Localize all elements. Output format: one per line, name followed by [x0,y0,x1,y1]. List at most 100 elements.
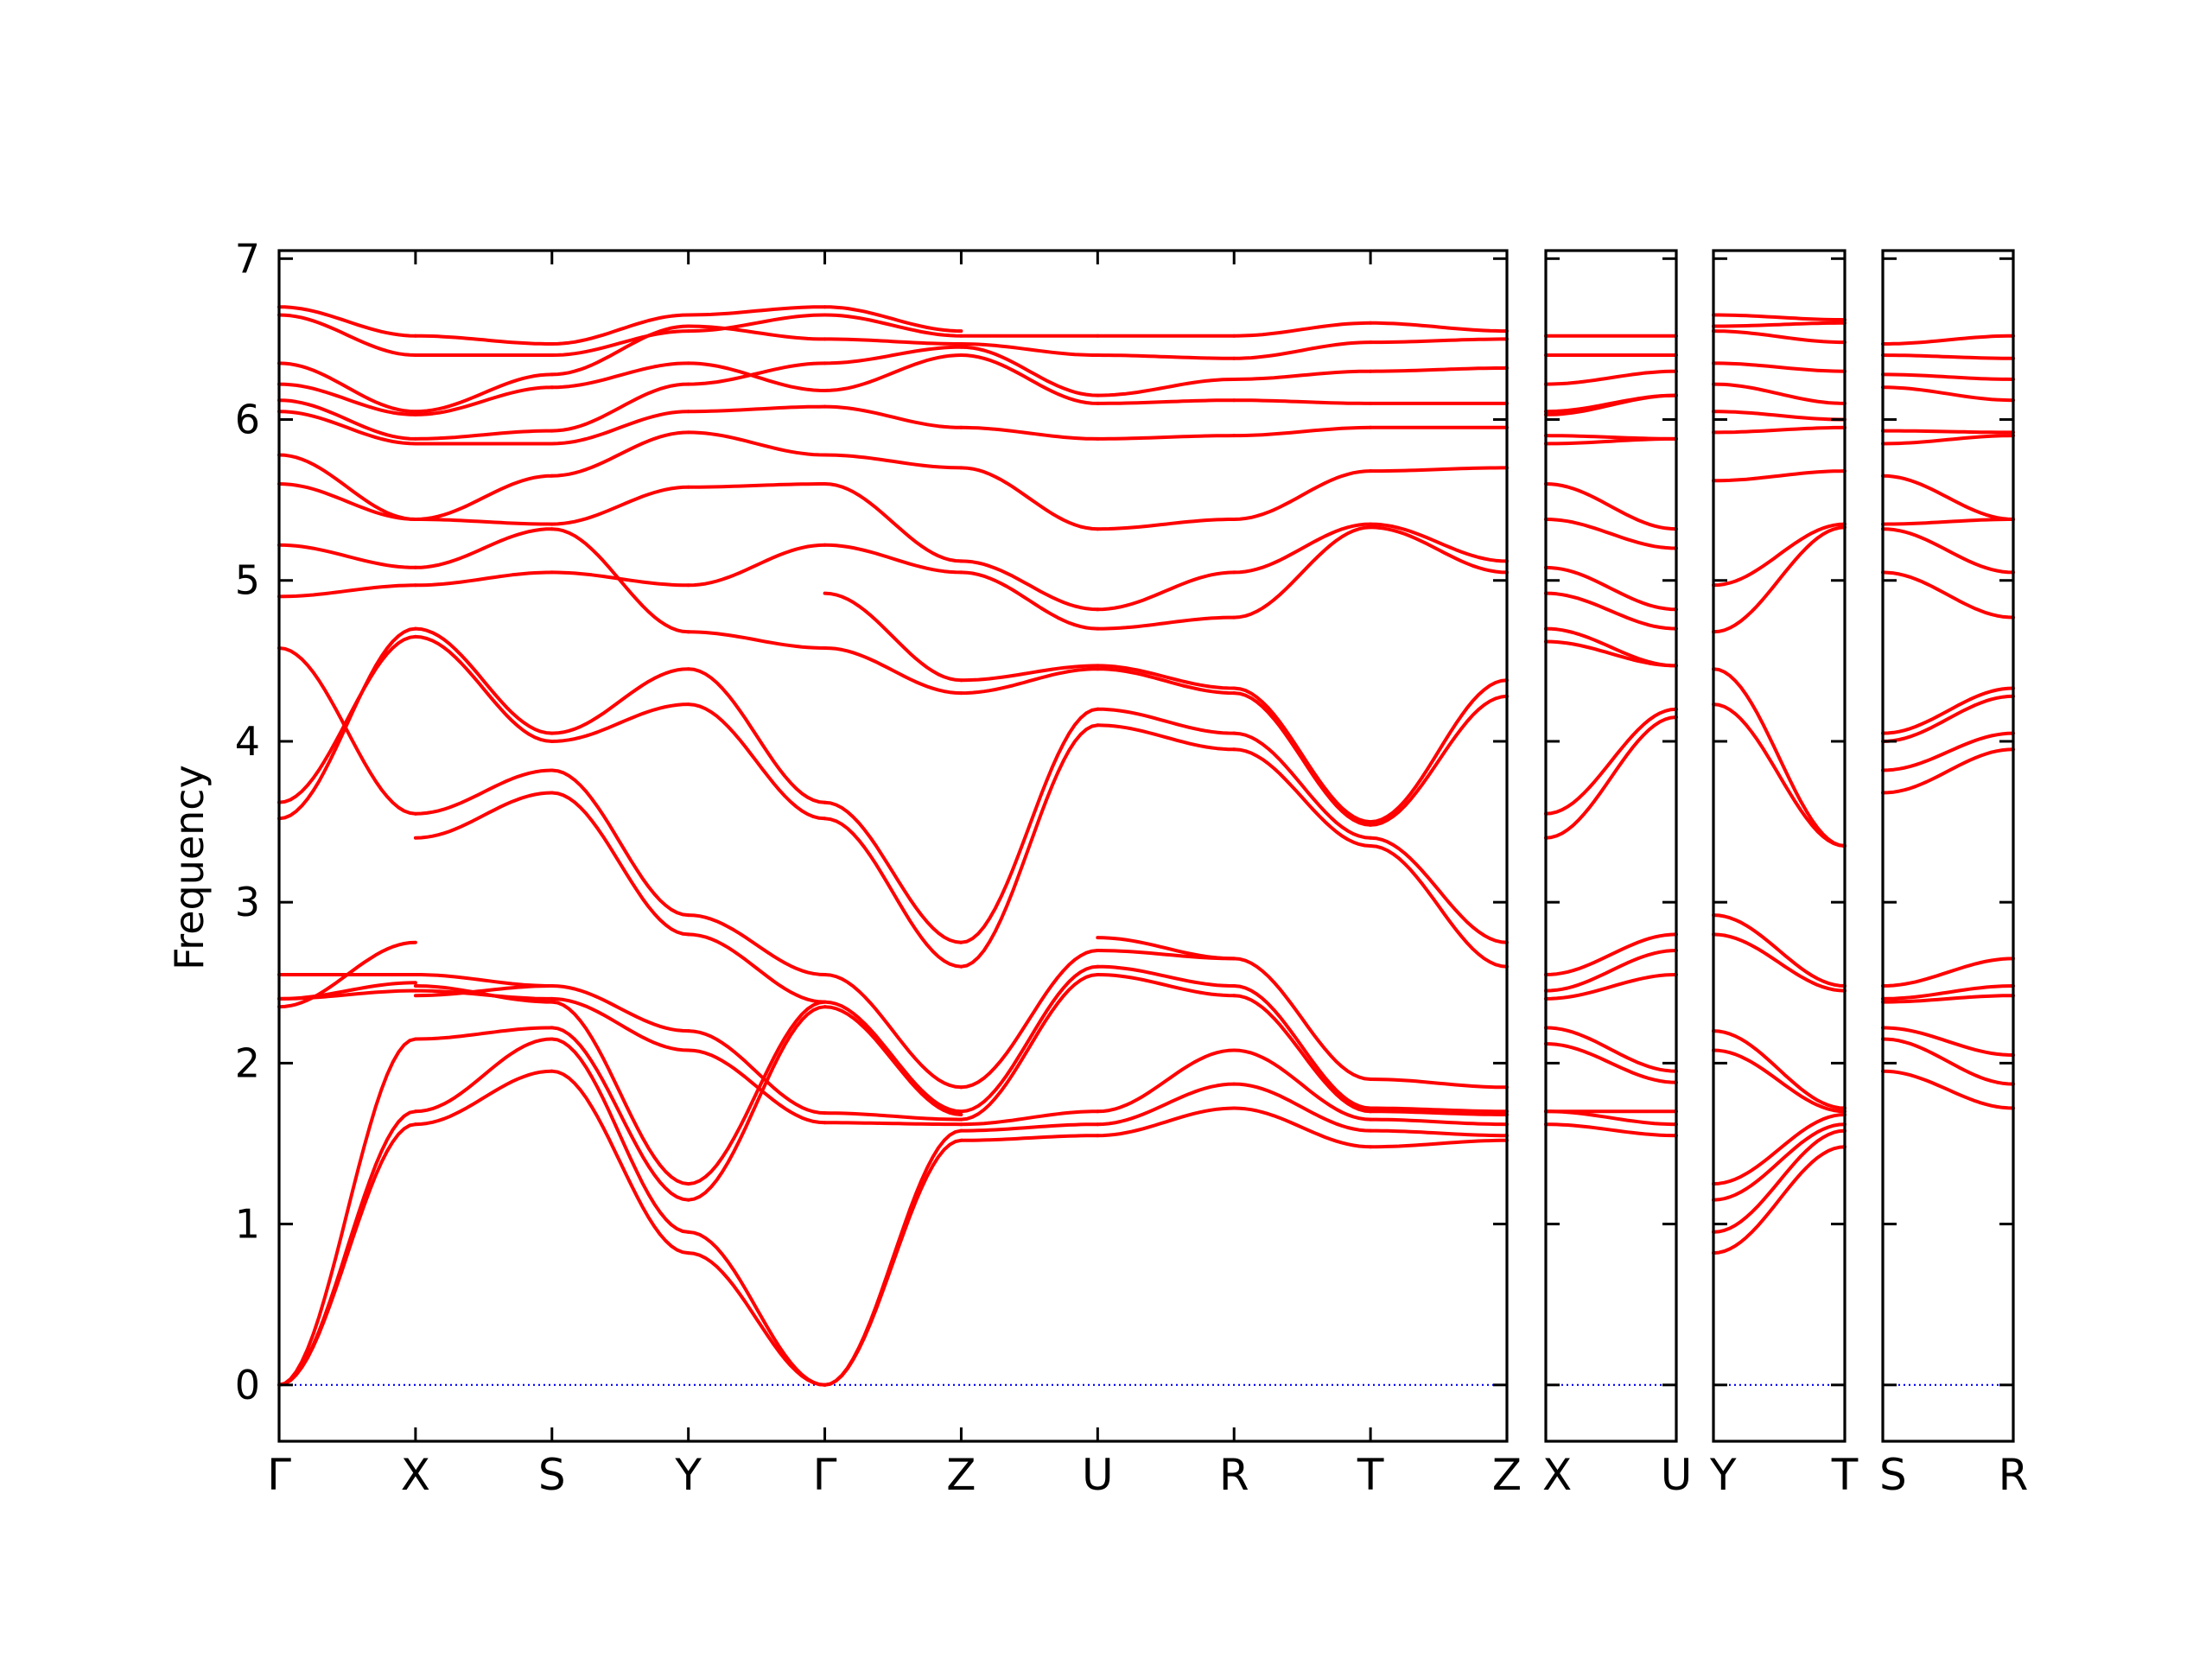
band-line [1544,482,1678,531]
band-line [550,324,690,377]
band-line [1712,1145,1847,1255]
band-line [1712,382,1847,405]
band-line [1881,731,2015,772]
band-line [1096,615,1236,631]
band-line [686,482,827,489]
band-line [1096,570,1236,612]
band-line [959,559,1100,612]
band-line [1096,1106,1236,1138]
band-line [550,382,690,433]
band-line [1232,1082,1373,1133]
band-line [686,305,827,317]
band-line [686,1005,827,1202]
band-line [1232,522,1373,575]
band-line [1881,372,2015,381]
band-line [1232,731,1373,840]
band-line [1544,565,1678,612]
band-line [1544,393,1678,414]
band-line [1712,321,1847,328]
band-line [1369,836,1509,944]
band-line [1712,525,1847,634]
band-line [550,410,690,446]
band-line [823,482,963,563]
band-line [1369,321,1509,334]
x-tick-label: X [401,1450,430,1500]
band-line [1712,1128,1847,1234]
y-axis-label: Frequency [166,765,213,970]
x-tick-label: T [1831,1450,1859,1500]
band-line [1544,949,1678,993]
band-line [686,1000,827,1186]
band-line [550,667,690,735]
band-line [686,1048,827,1125]
band-line [686,630,827,650]
band-line [413,570,554,588]
y-tick-label: 1 [235,1201,260,1248]
band-line [959,1122,1100,1133]
band-line [823,305,963,334]
band-line [1096,973,1236,998]
band-line [686,932,827,1004]
band-line [823,800,963,944]
band-line [1232,369,1373,381]
band-line [686,361,827,386]
band-line [550,313,690,346]
x-tick-label: S [538,1450,566,1500]
band-line [959,707,1100,944]
panel-frame [1881,249,2015,1443]
band-line [1096,1082,1236,1127]
band-line [277,410,417,446]
band-line [550,1069,690,1255]
band-line [686,313,827,334]
band-line [959,425,1100,441]
band-line [413,984,554,1004]
x-tick-label: Z [1492,1450,1522,1500]
band-line [823,345,963,365]
band-line [1369,1128,1509,1138]
x-tick-label: Y [674,1450,702,1500]
band-line [686,1230,827,1387]
panel-frame [1712,249,1847,1443]
band-line [550,768,690,918]
band-line [1881,434,2015,446]
x-tick-label: Y [1709,1450,1737,1500]
band-line [413,1069,554,1127]
band-line [277,361,417,414]
band-line [550,1026,690,1202]
band-line [1232,686,1373,824]
band-line [1232,747,1373,848]
band-line [1881,984,2015,1001]
band-line [823,591,963,683]
band-line [277,646,417,816]
band-line [686,404,827,414]
band-line [1096,664,1236,690]
band-line [1369,678,1509,824]
band-line [1712,1029,1847,1110]
band-line [1881,570,2015,620]
band-line [1712,932,1847,993]
band-line [1369,337,1509,345]
band-line [1096,707,1236,735]
band-line [1881,747,2015,795]
band-line [1712,469,1847,483]
band-line [1369,466,1509,474]
band-line [1881,957,2015,988]
band-line [1881,429,2015,435]
band-line [1881,385,2015,403]
y-tick-label: 5 [235,557,260,604]
band-line [1096,518,1236,531]
band-line [1881,474,2015,521]
y-tick-label: 0 [235,1362,260,1408]
band-line [1544,1122,1678,1138]
band-line [959,973,1100,1122]
band-line [1369,365,1509,373]
band-line [1712,361,1847,373]
band-line [277,313,417,357]
band-line [1712,913,1847,988]
band-line [1232,525,1373,620]
band-line [959,723,1100,969]
y-tick-label: 6 [235,397,260,443]
band-line [1881,1026,2015,1058]
band-line [1712,425,1847,435]
